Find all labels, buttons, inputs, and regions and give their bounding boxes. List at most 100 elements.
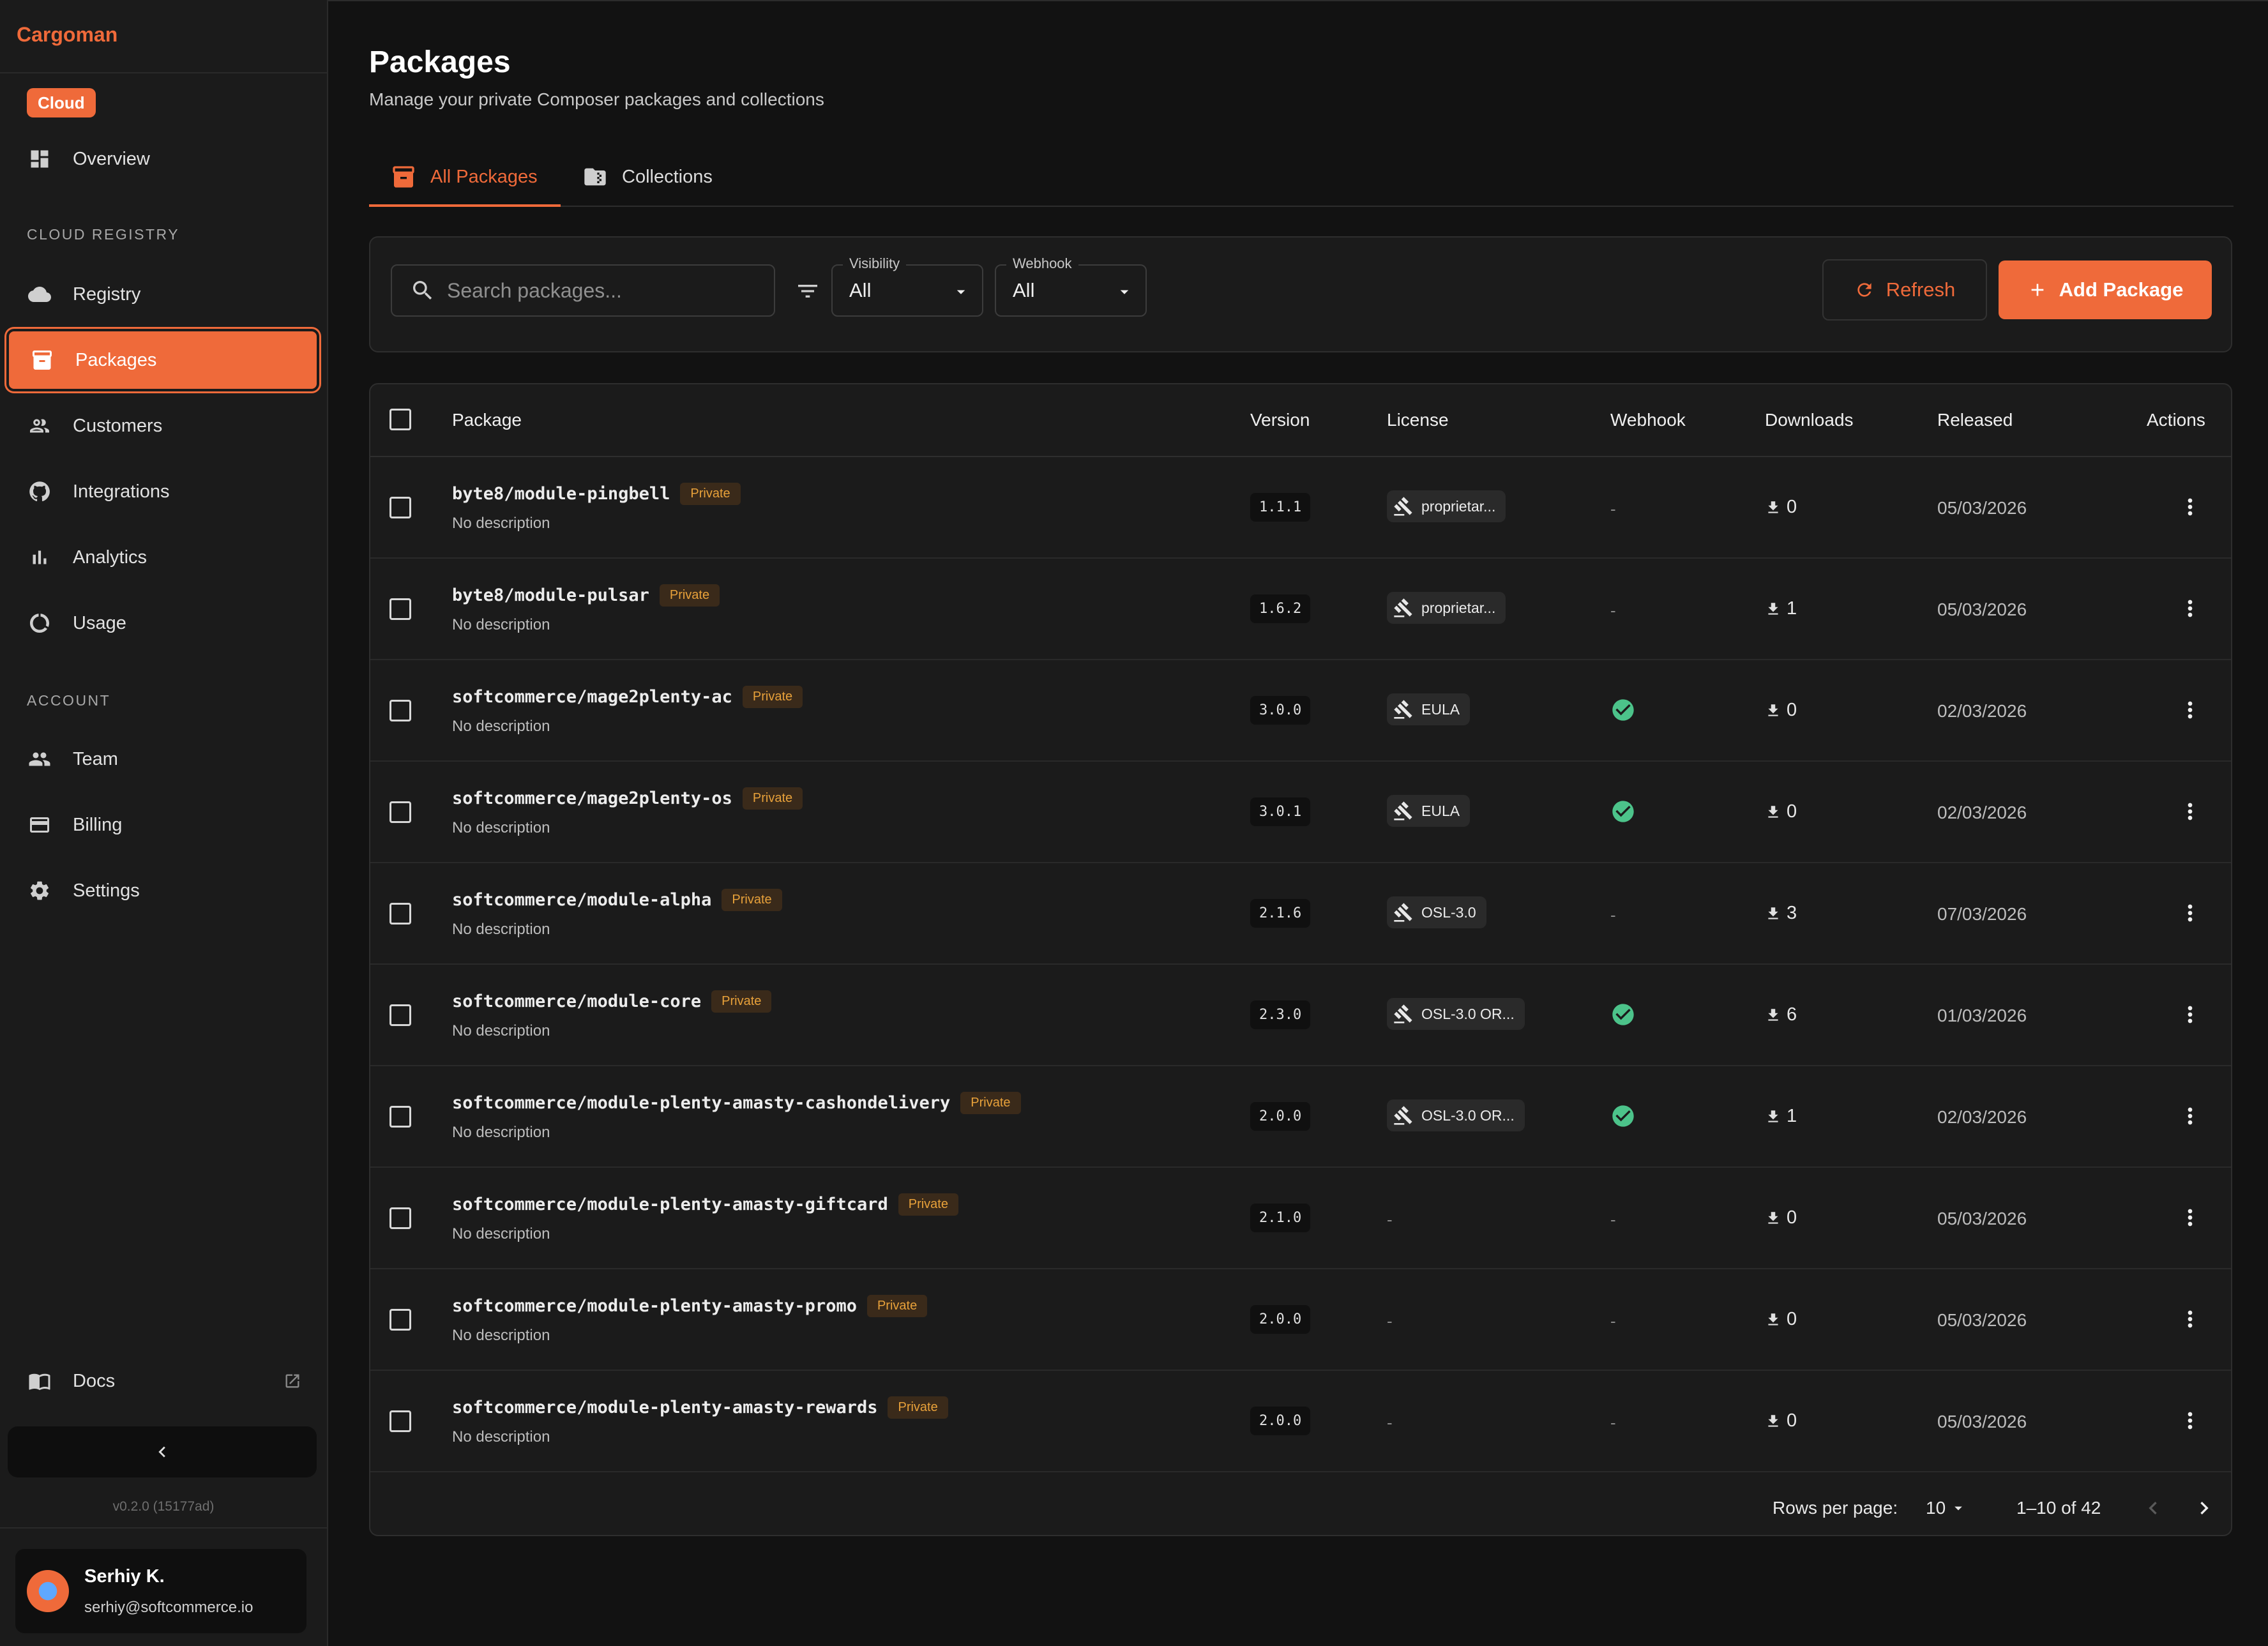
more-vert-icon[interactable] bbox=[2177, 494, 2203, 520]
sidebar-item-label: Settings bbox=[73, 880, 140, 901]
sidebar-item-usage[interactable]: Usage bbox=[6, 592, 319, 654]
sidebar-item-packages[interactable]: Packages bbox=[6, 329, 319, 391]
sidebar-item-analytics[interactable]: Analytics bbox=[6, 526, 319, 589]
download-icon bbox=[1765, 905, 1787, 922]
table-row[interactable]: softcommerce/module-plenty-amasty-cashon… bbox=[370, 1066, 2231, 1168]
sidebar-item-settings[interactable]: Settings bbox=[6, 859, 319, 922]
webhook-label: Webhook bbox=[1006, 255, 1078, 272]
more-vert-icon[interactable] bbox=[2177, 1306, 2203, 1332]
package-name-cell[interactable]: softcommerce/module-alpha Private bbox=[452, 889, 782, 911]
private-badge: Private bbox=[722, 889, 782, 911]
sidebar-item-registry[interactable]: Registry bbox=[6, 263, 319, 326]
row-checkbox[interactable] bbox=[389, 1410, 411, 1432]
refresh-button[interactable]: Refresh bbox=[1822, 259, 1987, 321]
webhook-empty: - bbox=[1610, 499, 1616, 518]
sidebar-item-customers[interactable]: Customers bbox=[6, 395, 319, 457]
private-badge: Private bbox=[711, 990, 772, 1013]
package-name[interactable]: softcommerce/module-plenty-amasty-cashon… bbox=[452, 1093, 951, 1113]
package-name[interactable]: softcommerce/mage2plenty-ac bbox=[452, 687, 732, 707]
more-vert-icon[interactable] bbox=[2177, 1205, 2203, 1230]
sidebar-item-billing[interactable]: Billing bbox=[6, 794, 319, 856]
filter-toolbar: Visibility All Webhook All Refresh Add P… bbox=[369, 236, 2232, 352]
package-name[interactable]: byte8/module-pulsar bbox=[452, 585, 649, 605]
license-chip: proprietar... bbox=[1387, 490, 1506, 522]
package-name[interactable]: softcommerce/module-core bbox=[452, 992, 702, 1011]
search-input[interactable] bbox=[447, 278, 766, 303]
download-icon bbox=[1765, 1311, 1787, 1328]
table-row[interactable]: softcommerce/mage2plenty-ac Private No des… bbox=[370, 660, 2231, 762]
table-row[interactable]: byte8/module-pulsar Private No description… bbox=[370, 559, 2231, 660]
version-chip: 2.1.0 bbox=[1250, 1204, 1311, 1232]
tab-label: All Packages bbox=[430, 166, 538, 187]
row-checkbox[interactable] bbox=[389, 700, 411, 721]
table-row[interactable]: softcommerce/module-alpha Private No descr… bbox=[370, 863, 2231, 965]
select-all-checkbox[interactable] bbox=[389, 409, 411, 430]
more-vert-icon[interactable] bbox=[2177, 596, 2203, 621]
add-package-button[interactable]: Add Package bbox=[1999, 260, 2212, 319]
download-icon bbox=[1765, 1210, 1787, 1227]
webhook-select[interactable]: Webhook All bbox=[995, 255, 1147, 317]
row-checkbox[interactable] bbox=[389, 801, 411, 823]
package-name[interactable]: byte8/module-pingbell bbox=[452, 484, 670, 504]
visibility-select[interactable]: Visibility All bbox=[831, 255, 983, 317]
package-name-cell[interactable]: softcommerce/module-core Private bbox=[452, 990, 772, 1013]
package-name-cell[interactable]: softcommerce/module-plenty-amasty-giftca… bbox=[452, 1193, 958, 1216]
column-header-released[interactable]: Released bbox=[1937, 410, 2013, 430]
row-checkbox[interactable] bbox=[389, 497, 411, 518]
cloud-icon bbox=[27, 282, 52, 307]
package-name-cell[interactable]: byte8/module-pingbell Private bbox=[452, 483, 741, 505]
column-header-version[interactable]: Version bbox=[1250, 410, 1310, 430]
collapse-sidebar-button[interactable] bbox=[8, 1426, 317, 1477]
column-header-license[interactable]: License bbox=[1387, 410, 1449, 430]
tab-collections[interactable]: Collections bbox=[582, 148, 713, 206]
column-header-downloads[interactable]: Downloads bbox=[1765, 410, 1854, 430]
row-checkbox[interactable] bbox=[389, 1106, 411, 1128]
package-description: No description bbox=[452, 718, 550, 735]
sidebar-item-overview[interactable]: Overview bbox=[6, 128, 319, 190]
more-vert-icon[interactable] bbox=[2177, 799, 2203, 824]
table-row[interactable]: byte8/module-pingbell Private No descripti… bbox=[370, 457, 2231, 559]
sidebar-item-team[interactable]: Team bbox=[6, 728, 319, 790]
package-name-cell[interactable]: softcommerce/module-plenty-amasty-cashon… bbox=[452, 1092, 1021, 1114]
search-icon bbox=[413, 281, 432, 300]
more-vert-icon[interactable] bbox=[2177, 1103, 2203, 1129]
user-card[interactable]: Serhiy K. serhiy@softcommerce.io bbox=[15, 1549, 306, 1633]
more-vert-icon[interactable] bbox=[2177, 1002, 2203, 1027]
package-name[interactable]: softcommerce/module-alpha bbox=[452, 890, 712, 910]
downloads-cell: 1 bbox=[1765, 598, 1797, 619]
package-name[interactable]: softcommerce/mage2plenty-os bbox=[452, 789, 732, 808]
more-vert-icon[interactable] bbox=[2177, 900, 2203, 926]
column-header-package[interactable]: Package bbox=[452, 410, 522, 430]
package-name-cell[interactable]: softcommerce/mage2plenty-os Private bbox=[452, 787, 803, 810]
search-box[interactable] bbox=[391, 264, 775, 317]
package-name-cell[interactable]: byte8/module-pulsar Private bbox=[452, 584, 720, 607]
table-row[interactable]: softcommerce/module-core Private No descri… bbox=[370, 965, 2231, 1066]
row-checkbox[interactable] bbox=[389, 598, 411, 620]
row-checkbox[interactable] bbox=[389, 1004, 411, 1026]
rows-per-page-select[interactable]: 10 bbox=[1926, 1498, 1967, 1518]
row-checkbox[interactable] bbox=[389, 903, 411, 925]
column-header-webhook[interactable]: Webhook bbox=[1610, 410, 1686, 430]
table-row[interactable]: softcommerce/mage2plenty-os Private No des… bbox=[370, 762, 2231, 863]
next-page-button[interactable] bbox=[2191, 1495, 2217, 1521]
package-name[interactable]: softcommerce/module-plenty-amasty-reward… bbox=[452, 1398, 878, 1417]
previous-page-button[interactable] bbox=[2140, 1495, 2166, 1521]
sidebar-item-integrations[interactable]: Integrations bbox=[6, 460, 319, 523]
more-vert-icon[interactable] bbox=[2177, 697, 2203, 723]
table-row[interactable]: softcommerce/module-plenty-amasty-reward… bbox=[370, 1371, 2231, 1472]
row-checkbox[interactable] bbox=[389, 1207, 411, 1229]
package-name-cell[interactable]: softcommerce/module-plenty-amasty-reward… bbox=[452, 1396, 948, 1419]
table-row[interactable]: softcommerce/module-plenty-amasty-promo P… bbox=[370, 1269, 2231, 1371]
sidebar-item-docs[interactable]: Docs bbox=[6, 1350, 319, 1412]
package-name-cell[interactable]: softcommerce/mage2plenty-ac Private bbox=[452, 686, 803, 708]
released-date: 07/03/2026 bbox=[1937, 904, 2027, 924]
tab-all-packages[interactable]: All Packages bbox=[391, 148, 538, 206]
gavel-icon bbox=[1393, 801, 1421, 821]
package-name-cell[interactable]: softcommerce/module-plenty-amasty-promo P… bbox=[452, 1295, 928, 1317]
table-row[interactable]: softcommerce/module-plenty-amasty-giftca… bbox=[370, 1168, 2231, 1269]
brand-logo[interactable]: Cargoman bbox=[17, 23, 118, 46]
package-name[interactable]: softcommerce/module-plenty-amasty-giftca… bbox=[452, 1195, 888, 1214]
package-name[interactable]: softcommerce/module-plenty-amasty-promo bbox=[452, 1296, 857, 1316]
more-vert-icon[interactable] bbox=[2177, 1408, 2203, 1433]
row-checkbox[interactable] bbox=[389, 1309, 411, 1331]
